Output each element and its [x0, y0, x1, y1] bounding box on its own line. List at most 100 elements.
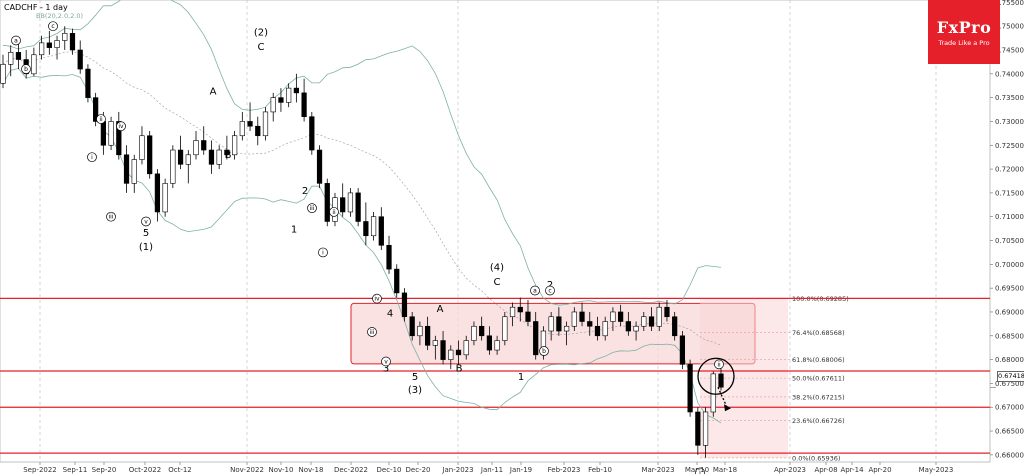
candle-body: [62, 33, 68, 41]
bollinger-middle: [2, 51, 722, 346]
candle-body: [324, 183, 330, 222]
x-tick-label: Sep-20: [92, 466, 117, 474]
wave-label: (3): [408, 385, 422, 396]
candle-body: [316, 149, 323, 184]
candle-body: [509, 306, 516, 318]
wave-label: C: [494, 277, 501, 288]
bollinger-upper: [2, 0, 722, 306]
wave-circle: [48, 21, 58, 32]
candle-body: [548, 316, 554, 332]
candle-body: [525, 311, 531, 322]
candle-body: [517, 306, 523, 313]
annotations: [697, 357, 996, 412]
y-tick-label: 0.75000: [995, 23, 1024, 31]
candle-body: [185, 154, 191, 165]
wave-circle-label: iii: [369, 329, 374, 336]
fxpro-logo: FxPro Trade Like a Pro: [928, 0, 1000, 64]
candle-body: [293, 87, 299, 94]
wave-circle-label: c: [51, 23, 54, 30]
wave-circle-label: b: [24, 66, 28, 73]
candle-body: [93, 97, 99, 122]
candle-body: [154, 173, 161, 213]
candle-body: [486, 335, 493, 351]
wave-circle-label: v: [384, 359, 388, 366]
fib-label: 38.2%(0.67215): [792, 393, 845, 401]
wave-circle: [318, 247, 328, 258]
wave-circle: [106, 211, 116, 222]
candle-body: [417, 325, 423, 337]
x-tick-label: Apr-20: [868, 466, 891, 474]
logo-tagline: Trade Like a Pro: [938, 39, 990, 47]
wave-circle-label: v: [144, 218, 148, 225]
candle-body: [340, 197, 346, 213]
wave-circle: [96, 114, 106, 124]
support-resistance-lines: [0, 297, 990, 454]
wave-circle-label: iii: [309, 205, 314, 212]
wave-circle: [141, 216, 151, 227]
candle-body: [494, 340, 500, 351]
x-tick-label: Dec-2022: [334, 466, 368, 474]
candle-body: [247, 121, 253, 127]
x-tick-label: May-2023: [919, 466, 954, 474]
wave-circle: [21, 64, 31, 74]
candle-body: [571, 311, 577, 327]
x-tick-label: Oct-2022: [129, 466, 161, 474]
highlight-circle: [697, 357, 735, 395]
candle-body: [301, 92, 307, 117]
candle-body: [278, 97, 284, 103]
candle-body: [123, 154, 130, 184]
candles: [0, 26, 724, 458]
candle-body: [239, 121, 245, 137]
candle-body: [587, 321, 593, 327]
candle-body: [208, 149, 215, 165]
y-tick-label: 0.66500: [995, 428, 1024, 436]
candle-body: [370, 216, 377, 237]
x-tick-label: Nov-10: [269, 466, 294, 474]
candle-body: [641, 316, 647, 327]
candle-body: [116, 121, 122, 156]
candle-body: [139, 135, 145, 160]
wave-label: A: [437, 304, 444, 315]
fib-label: 61.8%(0.68006): [792, 356, 845, 364]
y-tick-label: 0.72500: [995, 142, 1024, 150]
x-tick-label: Mar-10: [685, 466, 709, 474]
candle-body: [309, 116, 315, 151]
y-tick-label: 0.69000: [995, 308, 1024, 316]
x-tick-label: Dec-20: [406, 466, 431, 474]
candle-body: [502, 316, 508, 341]
candle-body: [610, 311, 616, 322]
wave-circle-label: ii: [99, 116, 103, 123]
wave-circle: [116, 121, 126, 132]
candle-body: [255, 125, 261, 137]
candle-body: [618, 311, 624, 322]
candle-body: [401, 292, 408, 318]
candle-body: [718, 373, 724, 388]
wave-circle-label: ii: [717, 361, 721, 368]
wave-circle: [381, 356, 391, 367]
candle-body: [162, 183, 168, 213]
wave-circle: [307, 203, 317, 213]
wave-label: A: [210, 86, 217, 97]
candle-body: [177, 149, 184, 165]
x-tick-label: Oct-12: [168, 466, 192, 474]
wave-label: B: [456, 364, 463, 375]
candle-body: [702, 411, 709, 446]
candle-body: [108, 121, 114, 146]
wave-label: 2: [547, 280, 553, 291]
wave-circle-label: ii: [332, 209, 336, 216]
candle-body: [100, 121, 106, 146]
candle-body: [432, 340, 438, 346]
wave-label: 4: [387, 309, 393, 320]
candle-body: [386, 244, 392, 270]
candle-body: [224, 149, 230, 156]
candle-body: [193, 140, 199, 156]
arrow-head: [724, 404, 731, 412]
candle-body: [479, 325, 485, 337]
candle-body: [170, 149, 176, 184]
y-tick-label: 0.66000: [995, 451, 1024, 459]
wave-label: 1: [291, 224, 297, 235]
indicator-label: BB(20,2.0,2.0): [36, 12, 83, 20]
y-tick-label: 0.70000: [995, 261, 1024, 269]
